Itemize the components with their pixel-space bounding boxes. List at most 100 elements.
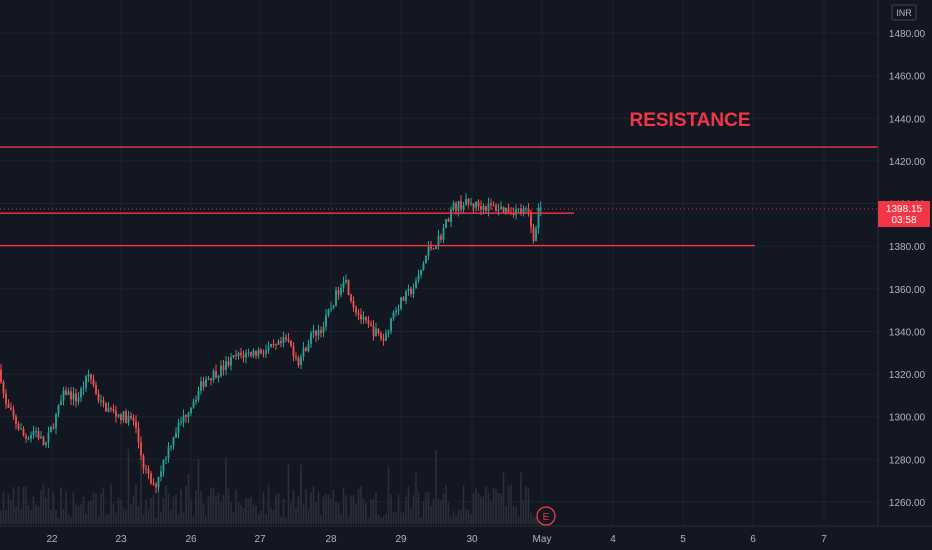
volume-bar xyxy=(77,506,80,524)
volume-bar xyxy=(122,507,125,524)
currency-badge[interactable]: INR xyxy=(891,4,917,21)
candle-body xyxy=(37,431,40,439)
volume-bar xyxy=(32,496,35,524)
volume-bar xyxy=(72,491,75,524)
volume-bar xyxy=(45,497,47,524)
horizontal-lines[interactable] xyxy=(0,146,878,247)
candle-body xyxy=(405,291,407,301)
candle-body xyxy=(142,455,145,469)
candle-body xyxy=(342,282,345,288)
price-axis[interactable] xyxy=(878,0,932,550)
volume-bar xyxy=(190,498,192,524)
candle-body xyxy=(7,403,10,408)
volume-bar xyxy=(282,498,285,524)
candle-body xyxy=(180,421,182,423)
candle-body xyxy=(340,287,342,295)
volume-bar xyxy=(497,492,500,524)
time-tick-label: 29 xyxy=(395,534,407,545)
earnings-marker[interactable]: E xyxy=(536,506,556,526)
candle-body xyxy=(10,407,12,410)
candle-body xyxy=(60,400,62,405)
price-tick-label: 1260.00 xyxy=(889,498,926,509)
candle-body xyxy=(240,352,242,356)
candle-body xyxy=(365,317,367,321)
candle-body xyxy=(67,391,70,395)
candle-body xyxy=(25,435,27,439)
volume-bar xyxy=(250,496,252,524)
candle-body xyxy=(370,324,372,327)
candle-body xyxy=(72,393,75,400)
candle-body xyxy=(17,424,20,430)
volume-bar xyxy=(247,498,250,524)
candle-body xyxy=(125,411,127,424)
currency-badge-box xyxy=(891,4,917,21)
volume-bar xyxy=(500,493,502,524)
candle-body xyxy=(295,356,297,359)
earnings-marker-circle xyxy=(536,506,556,526)
volume-bar xyxy=(50,509,52,524)
volume-bar xyxy=(262,492,265,524)
volume-bar xyxy=(217,492,220,524)
volume-bar xyxy=(425,491,427,524)
time-axis[interactable] xyxy=(0,526,878,550)
time-tick-label: 28 xyxy=(325,534,337,545)
volume-bar xyxy=(115,512,117,524)
candle-body xyxy=(392,312,395,319)
candle-body xyxy=(402,297,405,301)
candle-body xyxy=(292,345,295,357)
candle-body xyxy=(187,413,190,417)
price-tick-label: 1360.00 xyxy=(889,285,926,296)
candle-body xyxy=(245,352,247,358)
price-tick-label: 1460.00 xyxy=(889,72,926,83)
volume-bar xyxy=(180,488,182,524)
volume-bar xyxy=(515,506,517,524)
candle-body xyxy=(317,330,320,336)
volume-bar xyxy=(440,500,442,524)
volume-bar xyxy=(327,494,330,524)
candle-body xyxy=(327,309,330,316)
candle-body xyxy=(415,280,417,289)
volume-bar xyxy=(167,493,170,524)
candle-body xyxy=(395,310,397,313)
candle-body xyxy=(387,331,390,334)
candle-body xyxy=(475,201,477,208)
volume-bar xyxy=(125,510,127,524)
volume-bar xyxy=(192,516,195,524)
volume-bar xyxy=(252,504,255,524)
candle-body xyxy=(385,333,387,341)
volume-bar xyxy=(392,511,395,524)
candle-body xyxy=(222,365,225,370)
candle-body xyxy=(117,414,120,417)
volume-bar xyxy=(352,494,355,524)
time-tick-label: 26 xyxy=(185,534,197,545)
candle-body xyxy=(350,294,352,301)
candle-body xyxy=(65,390,67,395)
volume-bar xyxy=(132,495,135,524)
price-tick-label: 1380.00 xyxy=(889,242,926,253)
candle-body xyxy=(280,341,282,344)
volume-bar xyxy=(255,505,257,524)
candle-body xyxy=(367,320,370,325)
candle-body xyxy=(287,339,290,342)
candle-body xyxy=(330,308,332,310)
candle-body xyxy=(332,305,335,309)
candlestick-series[interactable] xyxy=(0,193,542,494)
time-tick-label: 23 xyxy=(115,534,127,545)
volume-bar xyxy=(202,503,205,524)
candle-body xyxy=(297,358,300,365)
time-axis-ticks: 22 23 26 27 28 29 30 May 4 5 6 7 xyxy=(46,534,827,545)
candle-body xyxy=(517,208,520,210)
volume-bar xyxy=(495,489,497,524)
volume-bar xyxy=(40,490,42,524)
candle-body xyxy=(262,353,265,355)
volume-bar xyxy=(407,486,410,524)
candle-body xyxy=(520,208,522,213)
last-price-label[interactable]: 1398.15 03:58 xyxy=(878,201,930,227)
volume-bar xyxy=(467,509,470,524)
volume-bar xyxy=(487,492,490,524)
volume-bar xyxy=(432,498,435,524)
candle-body xyxy=(232,355,235,358)
resistance-annotation[interactable]: RESISTANCE xyxy=(629,110,750,131)
candle-body xyxy=(257,349,260,356)
